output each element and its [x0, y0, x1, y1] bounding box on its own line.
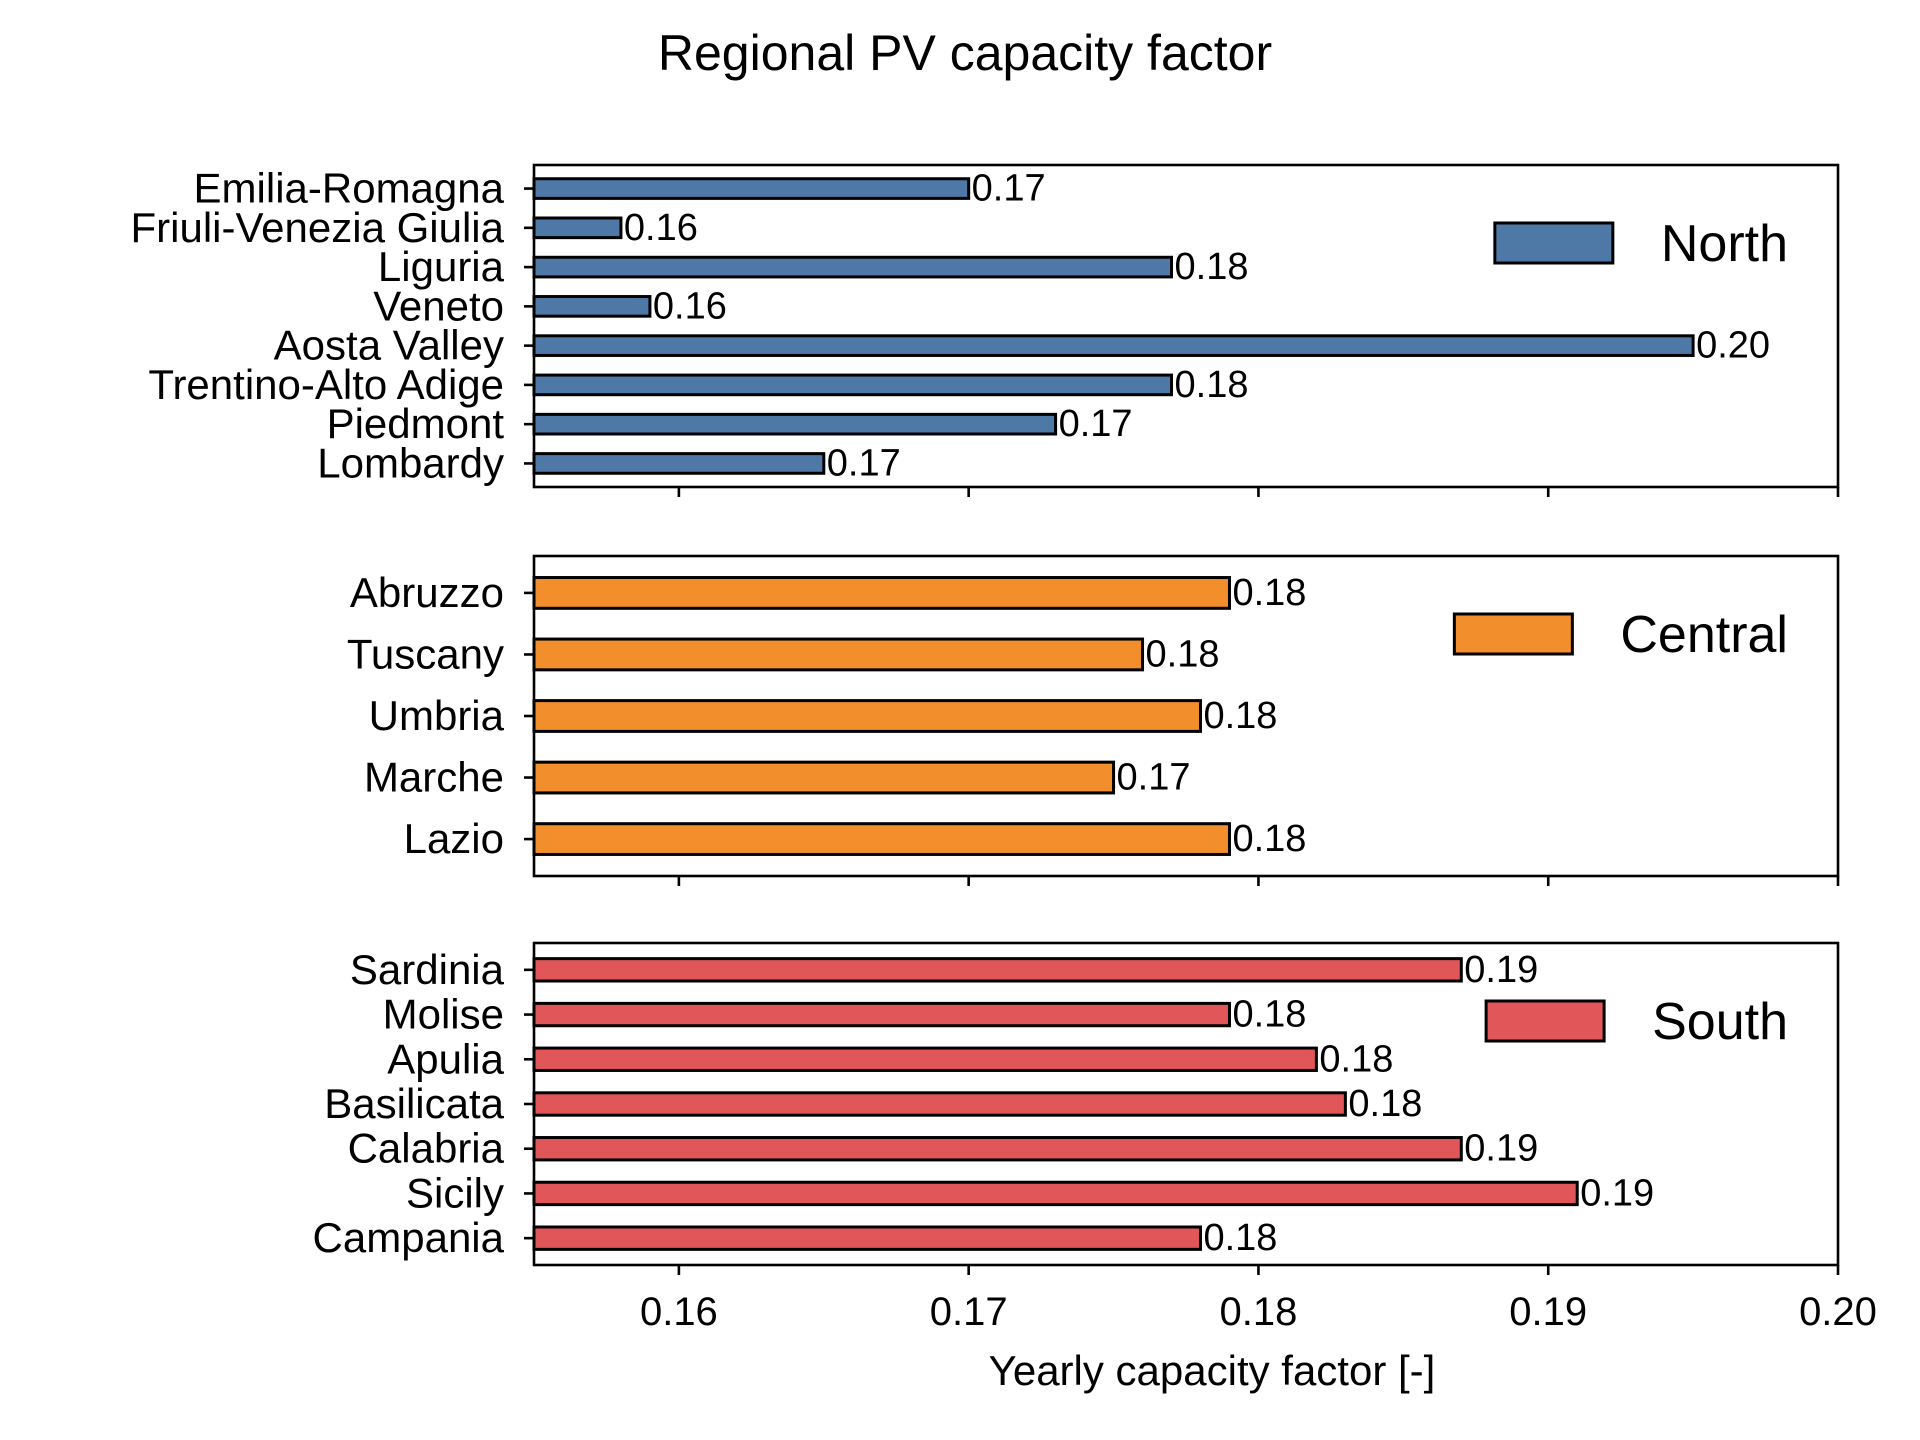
- bar-north: [532, 373, 1174, 397]
- bar-north: [532, 334, 1695, 357]
- category-label: Molise: [383, 991, 504, 1038]
- category-label: Sardinia: [350, 946, 505, 993]
- data-label: 0.20: [1696, 325, 1770, 367]
- bar-north: [532, 295, 652, 318]
- category-label: Campania: [313, 1214, 505, 1261]
- category-label: Piedmont: [327, 400, 505, 447]
- category-label: Emilia-Romagna: [194, 165, 505, 212]
- bar-north: [532, 412, 1058, 436]
- data-label: 0.18: [1348, 1083, 1422, 1125]
- data-label: 0.18: [1146, 633, 1220, 675]
- category-label: Lazio: [404, 815, 504, 862]
- category-label: Friuli-Venezia Giulia: [131, 204, 505, 251]
- x-axis-label: Yearly capacity factor [-]: [989, 1347, 1436, 1394]
- bar-central: [532, 822, 1231, 856]
- panel-central: Abruzzo 0.18 Tuscany 0.18 Umbria 0.18 Marche 0.…: [347, 554, 1840, 886]
- data-label: 0.16: [624, 207, 698, 249]
- data-label: 0.19: [1580, 1172, 1654, 1214]
- data-label: 0.19: [1464, 949, 1538, 991]
- bar-central: [532, 699, 1202, 733]
- data-label: 0.18: [1175, 246, 1249, 288]
- bar-south: [532, 957, 1463, 983]
- bar-south: [532, 1225, 1202, 1251]
- bar-north: [532, 255, 1174, 279]
- data-label: 0.17: [1117, 757, 1191, 799]
- category-label: Umbria: [369, 692, 505, 739]
- category-label: Liguria: [378, 243, 505, 290]
- category-label: Aosta Valley: [274, 322, 504, 369]
- data-label: 0.18: [1232, 818, 1306, 860]
- legend-swatch: [1493, 221, 1615, 265]
- data-label: 0.16: [653, 285, 727, 327]
- category-label: Marche: [364, 754, 504, 801]
- category-label: Veneto: [373, 282, 504, 329]
- category-label: Sicily: [406, 1169, 504, 1216]
- data-label: 0.17: [1059, 403, 1133, 445]
- category-label: Calabria: [348, 1125, 505, 1172]
- x-tick-label: 0.20: [1799, 1290, 1877, 1334]
- x-tick-label: 0.17: [930, 1290, 1008, 1334]
- x-tick-label: 0.16: [640, 1290, 718, 1334]
- data-label: 0.18: [1232, 994, 1306, 1036]
- bar-north: [532, 177, 971, 200]
- data-label: 0.18: [1203, 695, 1277, 737]
- chart-title: Regional PV capacity factor: [658, 25, 1272, 81]
- data-label: 0.18: [1319, 1038, 1393, 1080]
- data-label: 0.18: [1175, 364, 1249, 406]
- bar-south: [532, 1001, 1231, 1028]
- panel-frame: [532, 163, 1840, 489]
- data-label: 0.19: [1464, 1128, 1538, 1170]
- data-label: 0.18: [1203, 1217, 1277, 1259]
- x-tick-label: 0.18: [1220, 1290, 1298, 1334]
- legend-label: South: [1652, 993, 1788, 1051]
- category-label: Basilicata: [324, 1080, 504, 1127]
- bar-south: [532, 1136, 1463, 1162]
- bar-central: [532, 760, 1116, 795]
- legend-swatch: [1452, 612, 1574, 656]
- category-label: Trentino-Alto Adige: [148, 361, 504, 408]
- bar-south: [532, 1046, 1318, 1072]
- data-label: 0.18: [1232, 572, 1306, 614]
- category-label: Lombardy: [317, 439, 504, 486]
- panel-south: Sardinia 0.19 Molise 0.18 Apulia 0.18 Basilica…: [313, 941, 1840, 1275]
- bar-central: [532, 576, 1231, 610]
- bar-north: [532, 452, 826, 475]
- legend-label: North: [1661, 215, 1788, 273]
- x-axis: 0.16 0.17 0.18 0.19 0.20: [640, 1290, 1877, 1334]
- bar-north: [532, 216, 623, 240]
- category-label: Tuscany: [347, 630, 504, 677]
- data-label: 0.17: [827, 442, 901, 484]
- category-label: Apulia: [387, 1035, 504, 1082]
- legend-label: Central: [1620, 606, 1788, 664]
- panels: Emilia-Romagna 0.17 Friuli-Venezia Giulia 0…: [131, 163, 1840, 1275]
- bar-south: [532, 1180, 1579, 1207]
- panel-north: Emilia-Romagna 0.17 Friuli-Venezia Giulia 0…: [131, 163, 1840, 497]
- bar-south: [532, 1091, 1347, 1117]
- category-label: Abruzzo: [350, 569, 504, 616]
- data-label: 0.17: [972, 168, 1046, 210]
- bar-central: [532, 637, 1145, 672]
- legend-swatch: [1484, 999, 1606, 1043]
- x-tick-label: 0.19: [1509, 1290, 1587, 1334]
